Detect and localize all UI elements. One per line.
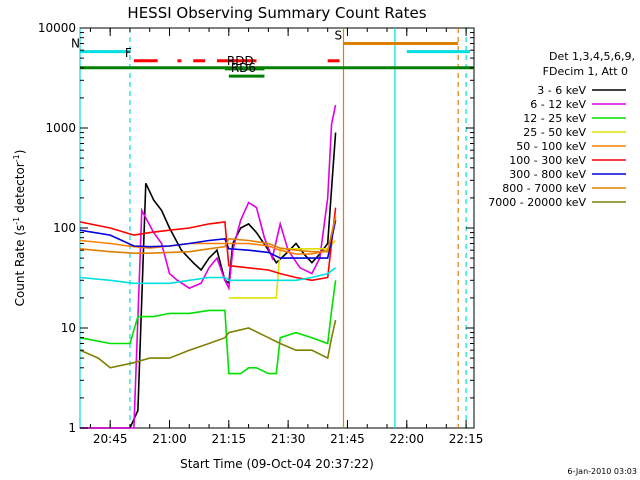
y-tick-label-0: 1 (68, 421, 76, 435)
legend-label-0: 3 - 6 keV (537, 84, 586, 97)
legend-title-2: FDecim 1, Att 0 (543, 65, 628, 78)
legend-label-8: 7000 - 20000 keV (488, 196, 586, 209)
legend-title-1: Det 1,3,4,5,6,9, (549, 50, 635, 63)
footer-date: 6-Jan-2010 03:03 (567, 467, 637, 476)
flag-label-1: F (125, 46, 132, 60)
axes: 20:45 21:00 21:15 21:30 21:45 22:00 22:15 1 10 10… (38, 21, 484, 446)
series-lines (79, 104, 337, 429)
chart-title: HESSI Observing Summary Count Rates (127, 4, 426, 22)
x-axis-label: Start Time (09-Oct-04 20:37:22) (180, 457, 374, 471)
flag-label-0: N (71, 37, 80, 51)
y-label-part-3: ) (13, 150, 27, 155)
flag-label-4: RDD (227, 54, 254, 68)
y-tick-label-1: 10 (61, 321, 76, 335)
legend-label-3: 25 - 50 keV (523, 126, 586, 139)
x-tick-label-3: 21:30 (271, 432, 306, 446)
legend-label-7: 800 - 7000 keV (502, 182, 586, 195)
legend-label-2: 12 - 25 keV (523, 112, 586, 125)
legend-label-1: 6 - 12 keV (530, 98, 586, 111)
y-label-sup-2: -1 (12, 154, 21, 162)
y-label-part-2: detector (13, 162, 27, 217)
y-label-sup-1: -1 (12, 217, 21, 225)
y-tick-label-3: 1000 (45, 121, 76, 135)
vertical-markers (79, 28, 467, 428)
x-tick-label-2: 21:15 (212, 432, 247, 446)
y-axis-label: Count Rate (s-1 detector-1) (12, 150, 27, 307)
x-tick-label-0: 20:45 (93, 432, 128, 446)
flag-label-5: RD6 (231, 61, 256, 75)
y-tick-label-2: 100 (53, 221, 76, 235)
series-line-9 (79, 267, 337, 285)
series-line-1 (80, 104, 337, 429)
y-label-part-1: Count Rate (s (13, 225, 27, 307)
series-line-8 (79, 319, 337, 369)
x-tick-label-4: 21:45 (330, 432, 365, 446)
legend-label-6: 300 - 800 keV (509, 168, 586, 181)
series-line-7 (79, 216, 337, 254)
y-tick-label-4: 10000 (38, 21, 76, 35)
x-tick-label-5: 22:00 (389, 432, 424, 446)
x-tick-label-1: 21:00 (152, 432, 187, 446)
series-line-2 (79, 280, 337, 375)
flag-label-2: S (335, 28, 343, 42)
legend-label-4: 50 - 100 keV (516, 140, 586, 153)
legend-label-5: 100 - 300 keV (509, 154, 586, 167)
x-tick-label-6: 22:15 (449, 432, 484, 446)
